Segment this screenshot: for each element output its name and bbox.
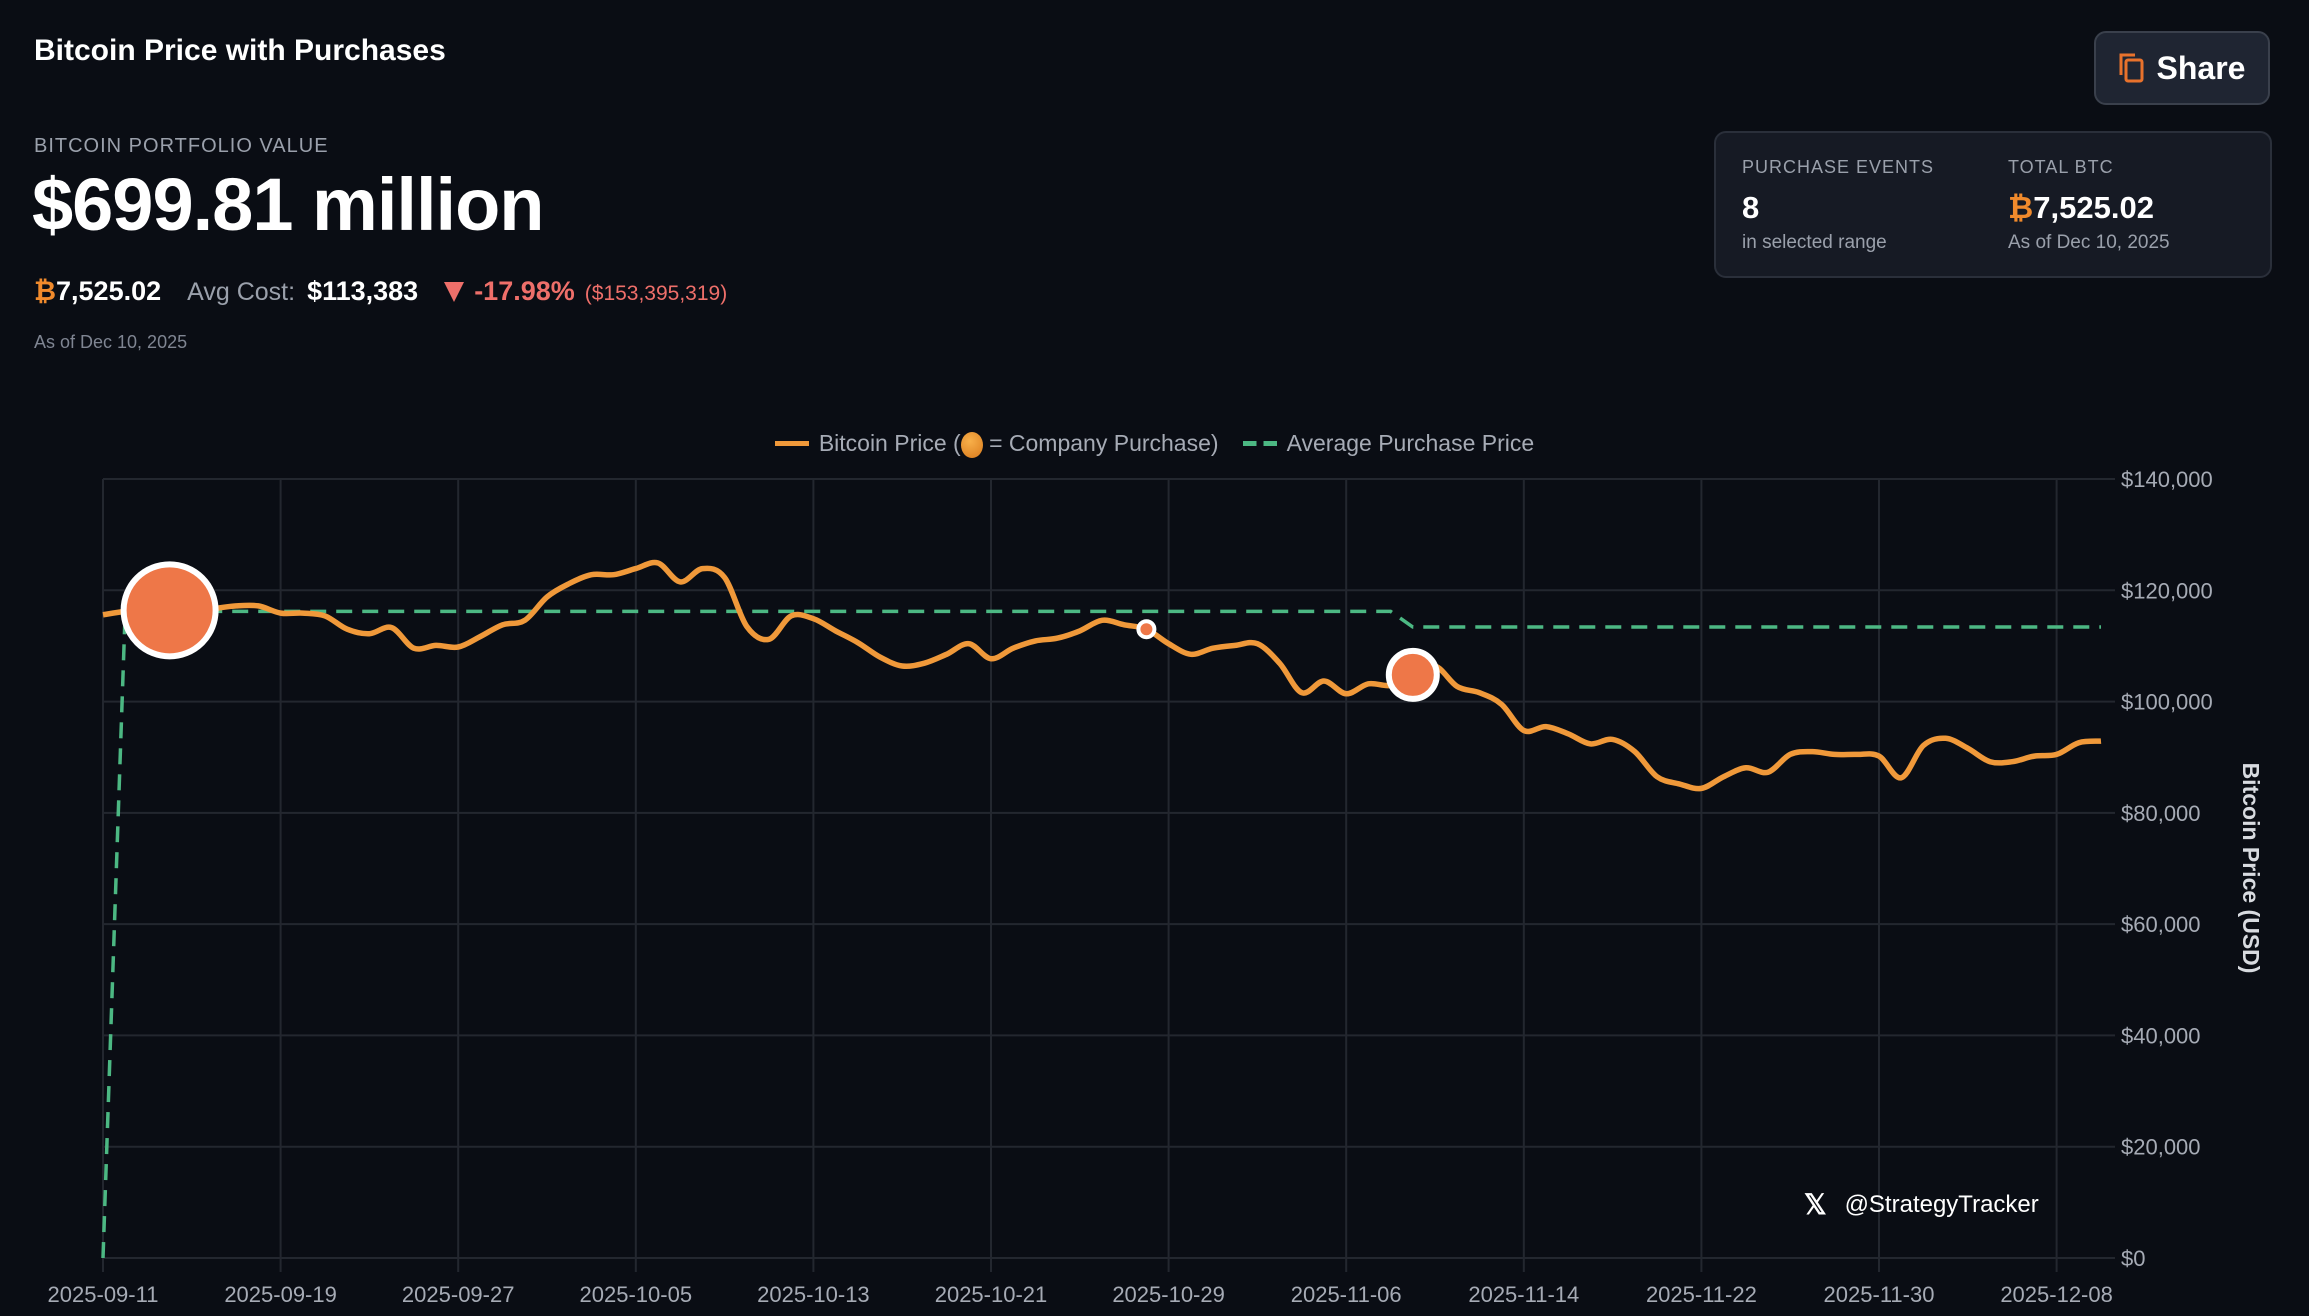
x-tick-label: 2025-10-29 [1112, 1282, 1225, 1307]
legend-average-swatch [1242, 441, 1277, 447]
grid [102, 478, 2115, 1272]
x-tick-label: 2025-10-13 [757, 1282, 870, 1307]
x-tick-label: 2025-11-22 [1646, 1282, 1757, 1307]
portfolio-value: $699.81 million [32, 163, 544, 246]
purchase-marker [1385, 647, 1440, 702]
x-tick-label: 2025-10-05 [580, 1282, 693, 1307]
y-axis-title: Bitcoin Price (USD) [2238, 763, 2264, 974]
legend-average-label: Average Purchase Price [1286, 430, 1535, 457]
y-tick-label: $80,000 [2121, 801, 2201, 826]
coin-icon [960, 431, 983, 458]
x-tick-label: 2025-12-08 [2000, 1282, 2113, 1307]
series [101, 559, 2102, 1259]
total-btc-sub: As of Dec 10, 2025 [2008, 232, 2170, 253]
share-label: Share [2156, 49, 2246, 86]
portfolio-summary-row: ₿ 7,525.02 Avg Cost: $113,383 -17.98% ($… [34, 276, 727, 307]
purchase-events-label: PURCHASE EVENTS [1742, 157, 1935, 177]
triangle-down-icon [444, 281, 465, 302]
x-tick-label: 2025-09-11 [48, 1282, 159, 1307]
x-logo-icon: 𝕏 [1804, 1189, 1827, 1220]
x-axis: 2025-09-11 2025-09-19 2025-09-27 2025-10-05… [48, 1282, 2113, 1307]
watermark-handle: @StrategyTracker [1844, 1190, 2039, 1218]
purchase-marker [1136, 619, 1157, 640]
legend-price-swatch [774, 441, 809, 447]
change-percent: -17.98% [474, 276, 575, 306]
y-tick-label: $40,000 [2121, 1023, 2201, 1048]
x-tick-label: 2025-11-14 [1468, 1282, 1579, 1307]
chart-legend: Bitcoin Price ( = Company Purchase) Aver… [0, 430, 2309, 458]
portfolio-value-label: BITCOIN PORTFOLIO VALUE [34, 135, 329, 157]
x-tick-label: 2025-09-19 [224, 1282, 337, 1307]
y-tick-label: $120,000 [2121, 578, 2213, 603]
y-tick-label: $140,000 [2121, 467, 2213, 492]
x-tick-label: 2025-10-21 [935, 1282, 1048, 1307]
y-tick-label: $60,000 [2121, 912, 2201, 937]
average-purchase-price-line [101, 609, 2101, 1259]
purchase-markers [120, 561, 1440, 702]
purchase-marker [120, 561, 219, 660]
page-title: Bitcoin Price with Purchases [34, 34, 446, 67]
purchase-events-sub: in selected range [1742, 232, 1887, 253]
total-btc-value: 7,525.02 [2033, 190, 2154, 225]
x-tick-label: 2025-11-06 [1291, 1282, 1402, 1307]
btc-symbol: ₿ [2008, 190, 2034, 225]
total-btc-label: TOTAL BTC [2008, 157, 2114, 177]
copy-icon [2119, 53, 2144, 83]
x-tick-label: 2025-11-30 [1824, 1282, 1935, 1307]
btc-symbol: ₿ [34, 276, 57, 306]
stats-card: PURCHASE EVENTS 8 in selected range TOTA… [1714, 131, 2272, 278]
avg-cost-label: Avg Cost: [187, 278, 296, 306]
y-tick-label: $0 [2121, 1246, 2145, 1271]
as-of-date: As of Dec 10, 2025 [34, 332, 188, 352]
bitcoin-price-line [102, 559, 2102, 792]
total-btc-stat: TOTAL BTC ₿7,525.02 As of Dec 10, 2025 [2008, 157, 2170, 254]
change-usd: ($153,395,319) [584, 282, 728, 305]
y-axis: $0 $20,000 $40,000 $60,000 $80,000 $100,000 $1… [2121, 467, 2213, 1271]
y-tick-label: $20,000 [2121, 1135, 2201, 1160]
btc-amount: 7,525.02 [56, 276, 162, 306]
purchase-events-value: 8 [1742, 190, 1760, 225]
watermark: 𝕏 @StrategyTracker [1804, 1188, 2039, 1221]
avg-cost-value: $113,383 [307, 276, 419, 306]
y-tick-label: $100,000 [2121, 690, 2213, 715]
share-button[interactable]: Share [2094, 31, 2270, 105]
legend-price-label: Bitcoin Price ( = Company Purchase) [818, 430, 1219, 458]
purchase-events-stat: PURCHASE EVENTS 8 in selected range [1742, 157, 1934, 254]
x-tick-label: 2025-09-27 [402, 1282, 515, 1307]
